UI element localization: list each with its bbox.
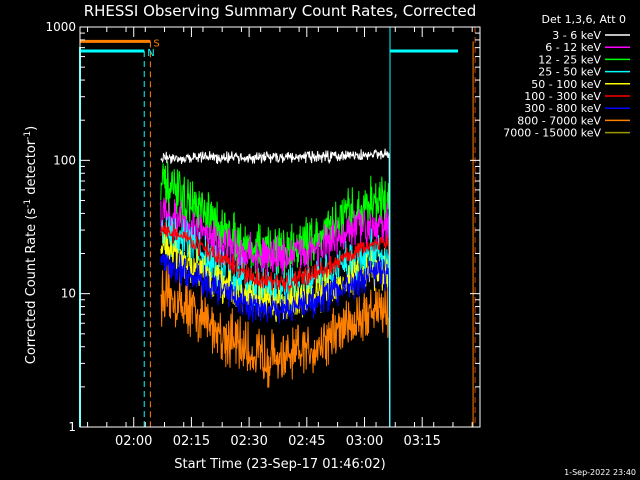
series-line-8 [160,264,391,427]
legend-header: Det 1,3,6, Att 0 [542,13,626,26]
y-axis-label-sup1: -1 [23,199,33,208]
y-axis-label: Corrected Count Rate (s-1 detector-1) [23,126,39,364]
x-tick-label: 02:00 [115,434,152,449]
tick-layer: 1 10 100 1000 02:00 02:15 02:30 02:45 03:00 03:15 [45,20,480,449]
legend-label: 7000 - 15000 keV [503,127,601,140]
legend-label: 800 - 7000 keV [517,114,601,127]
series-line-1 [160,148,391,427]
x-axis-label: Start Time (23-Sep-17 01:46:02) [174,457,385,472]
series-line-7 [160,253,391,427]
x-tick-label: 02:30 [230,434,267,449]
plot-frame [79,26,481,428]
flag-label-N: N [147,48,154,59]
series-line-3 [160,161,391,427]
x-tick-label: 02:45 [288,434,325,449]
legend-label: 100 - 300 keV [524,90,601,103]
y-axis-label-main: Corrected Count Rate (s [24,208,39,365]
y-tick-label: 1 [68,420,76,434]
legend-label: 300 - 800 keV [524,102,601,115]
legend-label: 50 - 100 keV [531,78,601,91]
series-layer [160,148,391,427]
series-line-2 [160,197,391,427]
x-tick-label: 03:15 [403,434,440,449]
x-tick-label: 02:15 [173,434,210,449]
flag-label-S: S [153,38,159,49]
y-axis-label-sup2: -1 [23,131,33,140]
chart-title: RHESSI Observing Summary Count Rates, Co… [84,2,477,20]
y-tick-label: 100 [53,153,76,167]
legend-label: 12 - 25 keV [538,53,601,66]
legend-label: 6 - 12 keV [545,41,601,54]
y-axis-label-end: ) [24,126,39,131]
series-line-6 [160,222,391,427]
y-tick-label: 10 [61,287,76,301]
x-tick-label: 03:00 [346,434,383,449]
y-axis-label-mid: detector [24,139,39,199]
legend-label: 25 - 50 keV [538,66,601,79]
y-tick-label: 1000 [45,20,76,34]
legend-label: 3 - 6 keV [552,29,601,42]
footer-date-stamp: 1-Sep-2022 23:40 [564,468,636,477]
